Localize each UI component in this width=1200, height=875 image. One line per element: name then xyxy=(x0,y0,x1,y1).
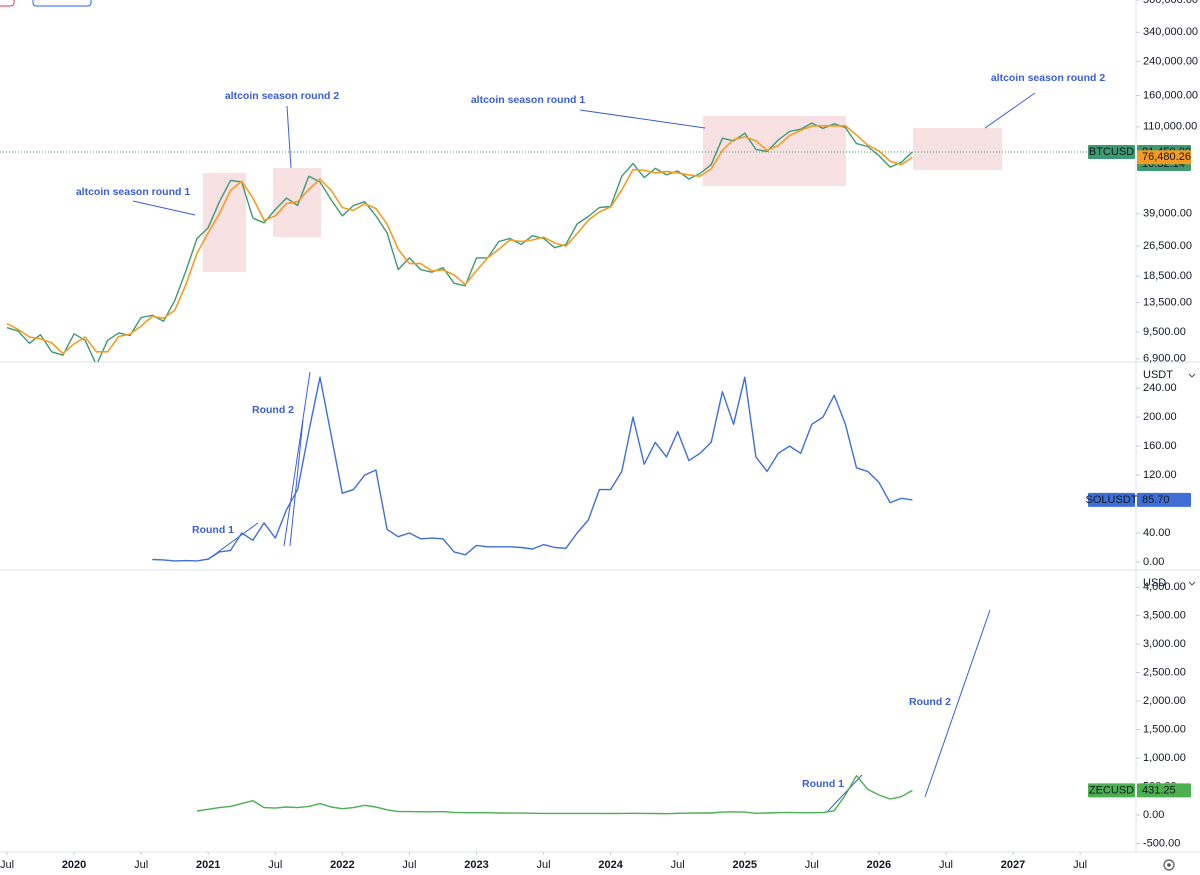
annotation-text: altcoin season round 2 xyxy=(991,72,1106,84)
pane xyxy=(196,775,913,815)
y-tick-label: 240.00 xyxy=(1143,382,1177,394)
x-tick-label: 2024 xyxy=(598,859,623,871)
price-label-box xyxy=(1137,783,1191,798)
y-tick-label: 4,000.00 xyxy=(1143,581,1186,593)
currency-label: USD xyxy=(1143,577,1166,589)
x-tick-label: 2020 xyxy=(62,859,86,871)
y-tick-label: 1,500.00 xyxy=(1143,723,1186,735)
price-line xyxy=(6,122,913,362)
x-tick-label: 2023 xyxy=(464,859,488,871)
x-tick-label: Jul xyxy=(268,859,282,871)
price-label-box xyxy=(1137,492,1191,507)
symbol-label: BTCUSD xyxy=(1089,146,1134,158)
x-tick-label: Jul xyxy=(0,859,14,871)
price-label: 431.25 xyxy=(1142,784,1176,796)
annotation-line xyxy=(289,419,304,547)
symbol-label-box xyxy=(1088,492,1135,507)
y-tick-label: 9,500.00 xyxy=(1143,326,1186,338)
x-tick-label: Jul xyxy=(537,859,551,871)
x-tick-label: Jul xyxy=(134,859,148,871)
y-tick-label: 0.00 xyxy=(1143,809,1164,821)
price-line xyxy=(196,775,913,815)
pane xyxy=(6,122,913,362)
annotation-text: altcoin season round 1 xyxy=(471,94,586,106)
annotation-line xyxy=(984,92,1036,129)
y-tick-label: 340,000.00 xyxy=(1143,26,1198,38)
y-tick-label: 40.00 xyxy=(1143,527,1171,539)
annotation-text: altcoin season round 2 xyxy=(225,90,340,102)
y-tick-label: 110,000.00 xyxy=(1143,121,1197,133)
ma-label-box xyxy=(1137,150,1191,165)
annotation-line xyxy=(579,109,706,129)
buy-button[interactable] xyxy=(32,0,92,7)
x-tick-label: 2025 xyxy=(733,859,757,871)
annotation-text: Round 1 xyxy=(192,524,234,536)
y-tick-label: 120.00 xyxy=(1143,469,1177,481)
highlight-box xyxy=(203,173,246,272)
y-tick-label: -500.00 xyxy=(1143,837,1180,849)
y-tick-label: 2,000.00 xyxy=(1143,695,1186,707)
x-tick-label: 2022 xyxy=(330,859,354,871)
y-tick-label: 500,000.00 xyxy=(1143,0,1198,6)
annotation-line xyxy=(826,774,863,813)
x-tick-label: Jul xyxy=(671,859,685,871)
y-tick-label: 18,500.00 xyxy=(1143,270,1192,282)
x-tick-label: Jul xyxy=(402,859,416,871)
currency-label: USDT xyxy=(1143,369,1173,381)
y-tick-label: 0.00 xyxy=(1143,556,1164,568)
annotation-line xyxy=(286,105,292,169)
annotation-text: altcoin season round 1 xyxy=(76,186,191,198)
x-tick-label: 2026 xyxy=(867,859,891,871)
x-tick-label: 2021 xyxy=(196,859,220,871)
annotation-line xyxy=(283,371,311,547)
settings-icon[interactable] xyxy=(1163,859,1175,871)
x-tick-label: Jul xyxy=(805,859,819,871)
symbol-label: ZECUSD xyxy=(1089,784,1134,796)
annotation-line xyxy=(132,200,196,216)
y-tick-label: 160.00 xyxy=(1143,440,1177,452)
pane xyxy=(152,376,913,562)
x-tick-label: Jul xyxy=(1073,859,1087,871)
highlight-box xyxy=(913,128,1002,170)
y-tick-label: 240,000.00 xyxy=(1143,55,1198,67)
y-tick-label: 26,500.00 xyxy=(1143,240,1192,252)
y-tick-label: 3,000.00 xyxy=(1143,638,1186,650)
annotation-text: Round 2 xyxy=(909,696,951,708)
symbol-label: SOLUSDT xyxy=(1086,494,1138,506)
y-tick-label: 2,500.00 xyxy=(1143,666,1186,678)
price-label: 85.70 xyxy=(1142,494,1170,506)
annotation-line xyxy=(924,609,991,798)
y-tick-label: 1,000.00 xyxy=(1143,752,1186,764)
annotation-text: Round 1 xyxy=(802,778,844,790)
y-tick-label: 39,000.00 xyxy=(1143,208,1192,220)
gear-ring xyxy=(1163,859,1175,871)
annotation-lines xyxy=(132,92,1036,813)
y-tick-label: 200.00 xyxy=(1143,411,1177,423)
sell-button[interactable] xyxy=(0,0,15,7)
y-tick-label: 3,500.00 xyxy=(1143,609,1186,621)
scale-dropdown[interactable] xyxy=(1188,581,1196,586)
ma-label: 76,480.26 xyxy=(1142,151,1191,163)
y-tick-label: 6,900.00 xyxy=(1143,353,1186,365)
price-line xyxy=(152,376,913,562)
price-line xyxy=(6,124,913,355)
scale-dropdown[interactable] xyxy=(1188,373,1196,378)
y-tick-label: 160,000.00 xyxy=(1143,89,1198,101)
gear-center xyxy=(1167,863,1171,867)
annotation-text: Round 2 xyxy=(252,404,294,416)
y-tick-label: 13,500.00 xyxy=(1143,296,1192,308)
x-tick-label: Jul xyxy=(939,859,953,871)
symbol-label-box xyxy=(1088,783,1135,798)
symbol-label-box xyxy=(1088,145,1135,160)
x-tick-label: 2027 xyxy=(1001,859,1025,871)
